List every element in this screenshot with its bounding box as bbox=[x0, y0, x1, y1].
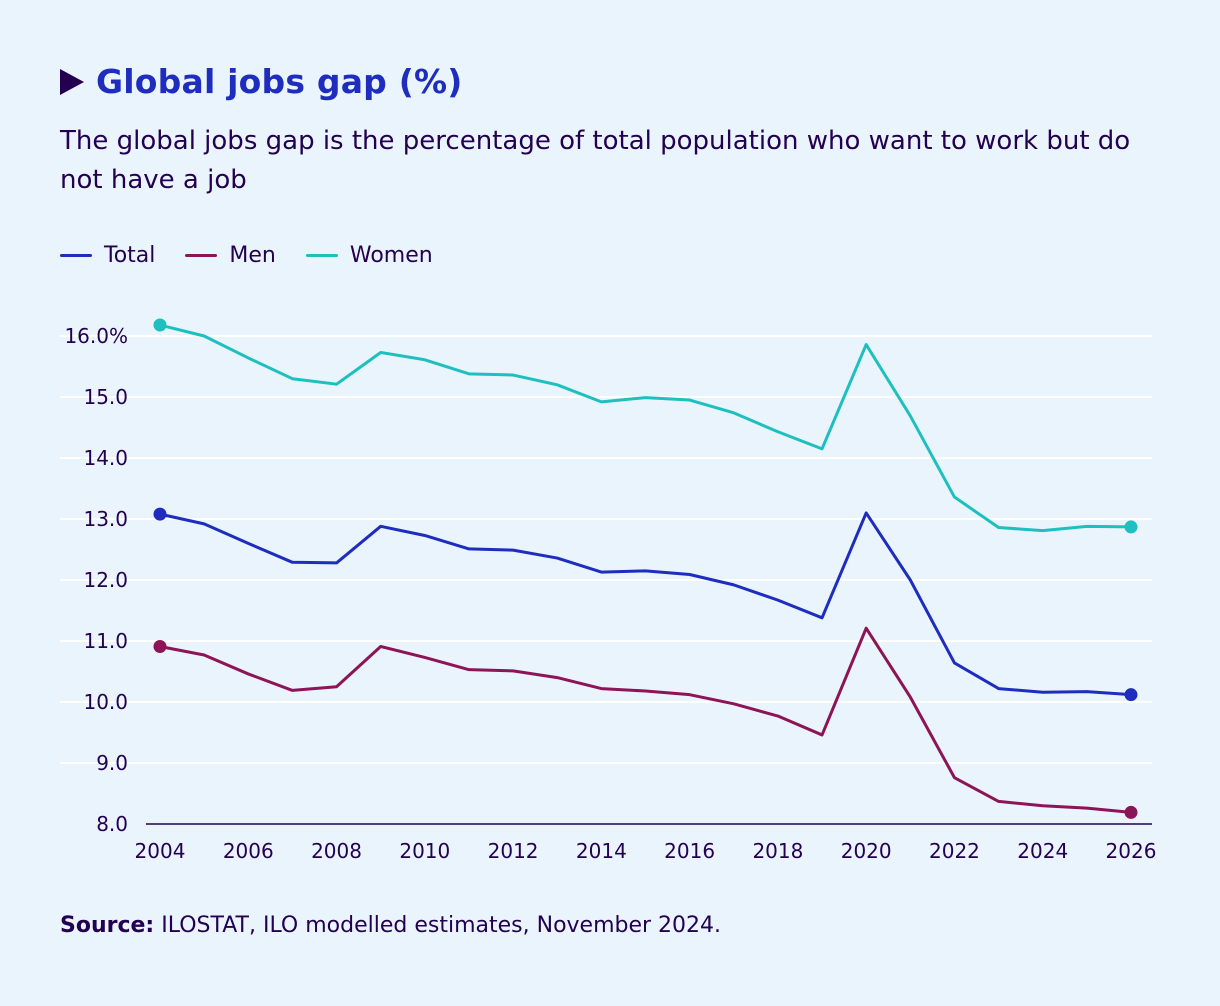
source-label: Source: bbox=[60, 913, 155, 938]
y-tick-label: 12.0 bbox=[83, 568, 128, 592]
series-start-point-women bbox=[153, 318, 167, 332]
x-tick-label: 2014 bbox=[576, 839, 627, 863]
series-start-point-men bbox=[153, 639, 167, 653]
x-tick-label: 2024 bbox=[1017, 839, 1068, 863]
x-tick-label: 2018 bbox=[752, 839, 803, 863]
x-tick-label: 2022 bbox=[929, 839, 980, 863]
x-tick-label: 2008 bbox=[311, 839, 362, 863]
source-note: Source: ILOSTAT, ILO modelled estimates,… bbox=[60, 913, 721, 938]
y-tick-label: 11.0 bbox=[83, 629, 128, 653]
chart-subtitle: The global jobs gap is the percentage of… bbox=[60, 126, 1131, 195]
x-tick-label: 2004 bbox=[135, 839, 186, 863]
y-tick-label: 14.0 bbox=[83, 446, 128, 470]
x-tick-label: 2016 bbox=[664, 839, 715, 863]
chart-title: Global jobs gap (%) bbox=[96, 62, 463, 101]
legend-swatch-total bbox=[60, 254, 92, 257]
y-tick-label: 15.0 bbox=[83, 385, 128, 409]
triangle-marker-icon bbox=[60, 68, 84, 95]
legend-swatch-men bbox=[185, 254, 218, 257]
legend: Total Men Women bbox=[60, 243, 463, 268]
series-end-point-men bbox=[1124, 805, 1138, 819]
series-line-total bbox=[158, 511, 1133, 697]
y-tick-label: 13.0 bbox=[83, 507, 128, 531]
legend-swatch-women bbox=[305, 254, 338, 257]
series-line-men bbox=[158, 626, 1133, 814]
series-line-women bbox=[158, 323, 1133, 533]
series-end-point-women bbox=[1124, 520, 1138, 534]
x-tick-label: 2020 bbox=[841, 839, 892, 863]
legend-item-men: Men bbox=[185, 243, 276, 268]
legend-item-total: Total bbox=[60, 243, 155, 268]
series-start-point-total bbox=[153, 507, 167, 521]
legend-item-women: Women bbox=[305, 243, 433, 268]
x-tick-label: 2010 bbox=[399, 839, 450, 863]
legend-label-total: Total bbox=[104, 243, 156, 268]
series-end-point-total bbox=[1124, 688, 1138, 702]
source-text: ILOSTAT, ILO modelled estimates, Novembe… bbox=[161, 913, 722, 938]
y-tick-label: 8.0 bbox=[96, 812, 128, 836]
title-row: Global jobs gap (%) bbox=[60, 62, 463, 101]
x-tick-label: 2012 bbox=[488, 839, 539, 863]
x-tick-label: 2006 bbox=[223, 839, 274, 863]
y-tick-label: 9.0 bbox=[96, 751, 128, 775]
legend-label-men: Men bbox=[229, 243, 276, 268]
legend-label-women: Women bbox=[349, 243, 433, 268]
x-tick-label: 2026 bbox=[1106, 839, 1157, 863]
y-tick-label: 10.0 bbox=[83, 690, 128, 714]
y-tick-label: 16.0% bbox=[64, 324, 128, 348]
